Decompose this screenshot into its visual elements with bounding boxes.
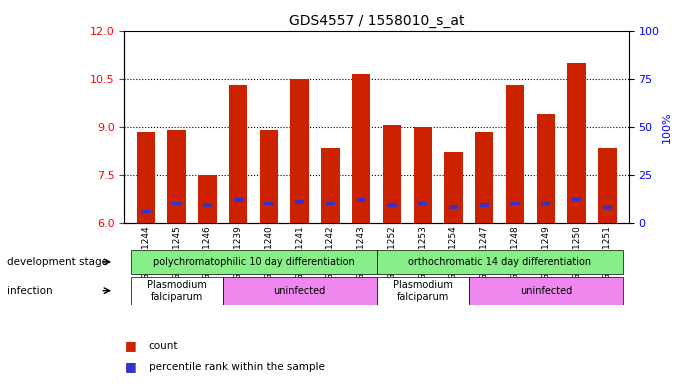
FancyBboxPatch shape bbox=[469, 277, 623, 305]
Text: uninfected: uninfected bbox=[274, 286, 326, 296]
Text: count: count bbox=[149, 341, 178, 351]
Bar bbox=[290, 79, 309, 223]
Bar bbox=[167, 130, 186, 223]
Text: ■: ■ bbox=[124, 360, 136, 373]
Bar bbox=[506, 85, 524, 223]
Text: ■: ■ bbox=[124, 339, 136, 352]
Bar bbox=[536, 114, 555, 223]
Bar bbox=[413, 127, 432, 223]
Bar bbox=[234, 199, 243, 202]
Bar bbox=[567, 63, 586, 223]
Bar bbox=[388, 203, 397, 207]
Bar bbox=[511, 202, 520, 205]
Bar bbox=[357, 199, 366, 202]
Bar bbox=[265, 202, 274, 205]
Text: polychromatophilic 10 day differentiation: polychromatophilic 10 day differentiatio… bbox=[153, 257, 354, 267]
Text: Plasmodium
falciparum: Plasmodium falciparum bbox=[392, 280, 453, 302]
Bar bbox=[321, 147, 340, 223]
Title: GDS4557 / 1558010_s_at: GDS4557 / 1558010_s_at bbox=[289, 14, 464, 28]
Bar bbox=[295, 200, 304, 204]
Bar bbox=[480, 203, 489, 207]
Y-axis label: 100%: 100% bbox=[662, 111, 672, 142]
Bar bbox=[603, 205, 612, 209]
Bar bbox=[449, 205, 458, 209]
FancyBboxPatch shape bbox=[377, 277, 469, 305]
Bar bbox=[418, 202, 427, 205]
Text: percentile rank within the sample: percentile rank within the sample bbox=[149, 362, 325, 372]
Bar bbox=[572, 197, 581, 201]
Bar bbox=[137, 132, 155, 223]
Bar bbox=[141, 210, 151, 214]
Bar bbox=[172, 202, 181, 205]
Bar bbox=[198, 175, 217, 223]
Bar bbox=[598, 147, 616, 223]
Bar bbox=[229, 85, 247, 223]
FancyBboxPatch shape bbox=[131, 250, 377, 274]
Bar bbox=[444, 152, 463, 223]
Bar bbox=[260, 130, 278, 223]
Text: development stage: development stage bbox=[7, 257, 108, 267]
Text: infection: infection bbox=[7, 286, 53, 296]
Bar bbox=[203, 203, 212, 207]
FancyBboxPatch shape bbox=[377, 250, 623, 274]
FancyBboxPatch shape bbox=[131, 277, 223, 305]
Text: orthochromatic 14 day differentiation: orthochromatic 14 day differentiation bbox=[408, 257, 591, 267]
Bar bbox=[475, 132, 493, 223]
Bar bbox=[326, 202, 335, 205]
Text: Plasmodium
falciparum: Plasmodium falciparum bbox=[146, 280, 207, 302]
Bar bbox=[383, 125, 401, 223]
Text: uninfected: uninfected bbox=[520, 286, 572, 296]
FancyBboxPatch shape bbox=[223, 277, 377, 305]
Bar bbox=[541, 202, 550, 205]
Bar bbox=[352, 74, 370, 223]
